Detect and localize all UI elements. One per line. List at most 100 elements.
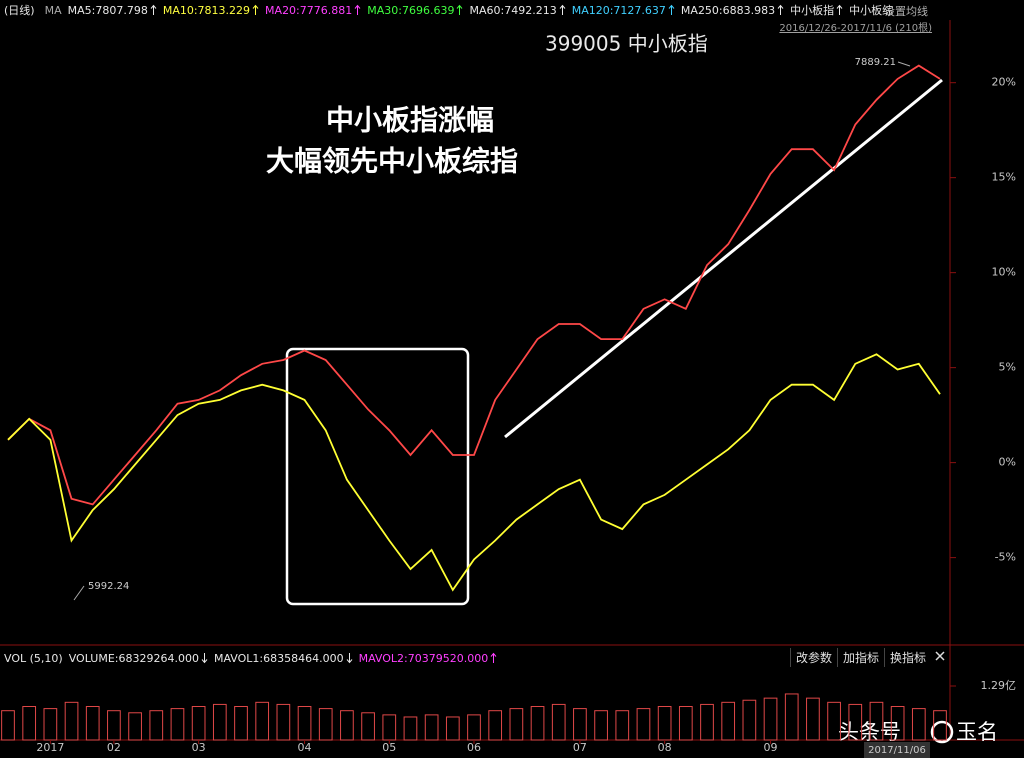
arrow-shape bbox=[559, 4, 566, 15]
volume-bar bbox=[170, 708, 185, 741]
volume-bar bbox=[297, 706, 312, 741]
ma-value: MA250:6883.983 bbox=[680, 3, 776, 17]
price-line bbox=[7, 353, 941, 592]
volume-bar bbox=[742, 699, 757, 741]
trend-line bbox=[504, 78, 943, 439]
volume-legend: VOLUME:68329264.000 bbox=[68, 651, 199, 665]
watermark: 玉名 bbox=[956, 720, 998, 744]
arrow-shape bbox=[490, 652, 497, 663]
price-label: 5992.24 bbox=[88, 581, 129, 592]
price-label: 7889.21 bbox=[855, 57, 896, 68]
trend-arrow bbox=[354, 4, 361, 15]
ma-value: MA20:7776.881 bbox=[265, 3, 353, 17]
date-stamp-box bbox=[864, 742, 930, 758]
close-button[interactable] bbox=[931, 648, 949, 664]
toolbar-button[interactable]: 改参数 bbox=[790, 648, 837, 667]
leader-line bbox=[897, 61, 911, 67]
volume-bar bbox=[911, 708, 926, 741]
volume-bar bbox=[212, 703, 227, 741]
volume-bar bbox=[128, 712, 142, 741]
volume-bar bbox=[255, 701, 270, 741]
legend-entry: 中小板综 bbox=[849, 4, 894, 17]
volume-bar bbox=[22, 706, 37, 741]
volume-bar bbox=[403, 716, 418, 741]
x-tick-label: 02 bbox=[107, 741, 121, 754]
volume-bar bbox=[678, 706, 693, 741]
trend-arrow bbox=[346, 653, 352, 664]
trend-arrow bbox=[668, 4, 675, 15]
ma-value: MA120:7127.637 bbox=[571, 3, 666, 17]
toolbar-button[interactable]: 加指标 bbox=[837, 648, 884, 667]
y-tick-label: 20% bbox=[992, 76, 1016, 89]
x-tick-label: 08 bbox=[658, 741, 672, 754]
volume-legend: MAVOL2:70379520.000 bbox=[358, 651, 489, 665]
volume-bar bbox=[848, 703, 863, 741]
arrow-shape bbox=[346, 653, 352, 664]
volume-bar bbox=[424, 714, 439, 741]
y-tick-label: 5% bbox=[999, 361, 1016, 374]
arrow-shape bbox=[150, 4, 157, 15]
volume-bar bbox=[763, 697, 778, 741]
volume-bar bbox=[107, 710, 121, 741]
toolbar: 改参数 加指标 换指标 bbox=[790, 648, 949, 667]
x-tick-label: 07 bbox=[573, 741, 587, 754]
arrow-shape bbox=[201, 653, 208, 664]
volume-bar bbox=[573, 708, 587, 741]
arrow-shape bbox=[836, 4, 843, 15]
leader-line bbox=[73, 585, 85, 601]
price-line bbox=[7, 64, 941, 506]
arrow-shape bbox=[457, 4, 463, 15]
y-tick-label: 10% bbox=[992, 266, 1016, 279]
annotation: 大幅领先中小板综指 bbox=[266, 145, 518, 178]
toolbar-button[interactable]: 换指标 bbox=[884, 648, 931, 667]
ma-header: (日线) MA MA5:7807.798 MA10:7813.229 MA20:77… bbox=[0, 2, 895, 18]
annotation: 中小板指涨幅 bbox=[326, 104, 494, 137]
trend-arrow bbox=[252, 4, 259, 15]
volume-bar bbox=[700, 703, 714, 741]
volume-bar bbox=[445, 716, 460, 741]
chart-title: 399005 中小板指 bbox=[545, 32, 708, 56]
volume-bar bbox=[551, 703, 566, 741]
volume-bar bbox=[594, 710, 608, 741]
volume-bar bbox=[806, 697, 820, 741]
volume-bar bbox=[869, 701, 884, 741]
volume-bar bbox=[488, 710, 503, 741]
volume-bar bbox=[43, 708, 58, 741]
ma-value: MA5:7807.798 bbox=[67, 3, 148, 17]
volume-bar bbox=[784, 693, 799, 741]
trend-arrow bbox=[490, 652, 497, 663]
volume-bar bbox=[340, 710, 354, 741]
settings-button[interactable]: 设置均线 bbox=[884, 4, 928, 18]
trend-arrow bbox=[836, 4, 843, 15]
trend-arrow bbox=[457, 4, 463, 15]
ma-label: MA bbox=[44, 3, 62, 17]
volume-bar bbox=[636, 708, 651, 741]
volume-bar bbox=[657, 706, 672, 741]
y-tick-label: 15% bbox=[992, 171, 1016, 184]
volume-bar bbox=[721, 701, 736, 741]
ma-value: MA10:7813.229 bbox=[162, 3, 251, 17]
arrow-shape bbox=[777, 4, 784, 15]
y-tick-label: -5% bbox=[995, 551, 1016, 564]
x-tick-label: 2017 bbox=[36, 741, 64, 754]
x-tick-label: 04 bbox=[298, 741, 312, 754]
volume-bar bbox=[276, 703, 291, 741]
volume-bar bbox=[149, 710, 164, 741]
legend-entry: 中小板指 bbox=[790, 4, 835, 17]
volume-bar bbox=[234, 706, 248, 741]
volume-bar bbox=[1, 710, 15, 741]
volume-bar bbox=[318, 708, 333, 741]
volume-bar bbox=[467, 714, 481, 741]
volume-bar bbox=[64, 701, 79, 741]
volume-bar bbox=[382, 714, 397, 741]
arrow-shape bbox=[668, 4, 675, 15]
highlight-box bbox=[285, 347, 470, 606]
trend-arrow bbox=[201, 653, 208, 664]
volume-bar bbox=[85, 706, 100, 741]
watermark-logo bbox=[930, 720, 954, 744]
volume-legend: MAVOL1:68358464.000 bbox=[213, 651, 344, 665]
volume-bar bbox=[890, 706, 905, 741]
trend-arrow bbox=[150, 4, 157, 15]
